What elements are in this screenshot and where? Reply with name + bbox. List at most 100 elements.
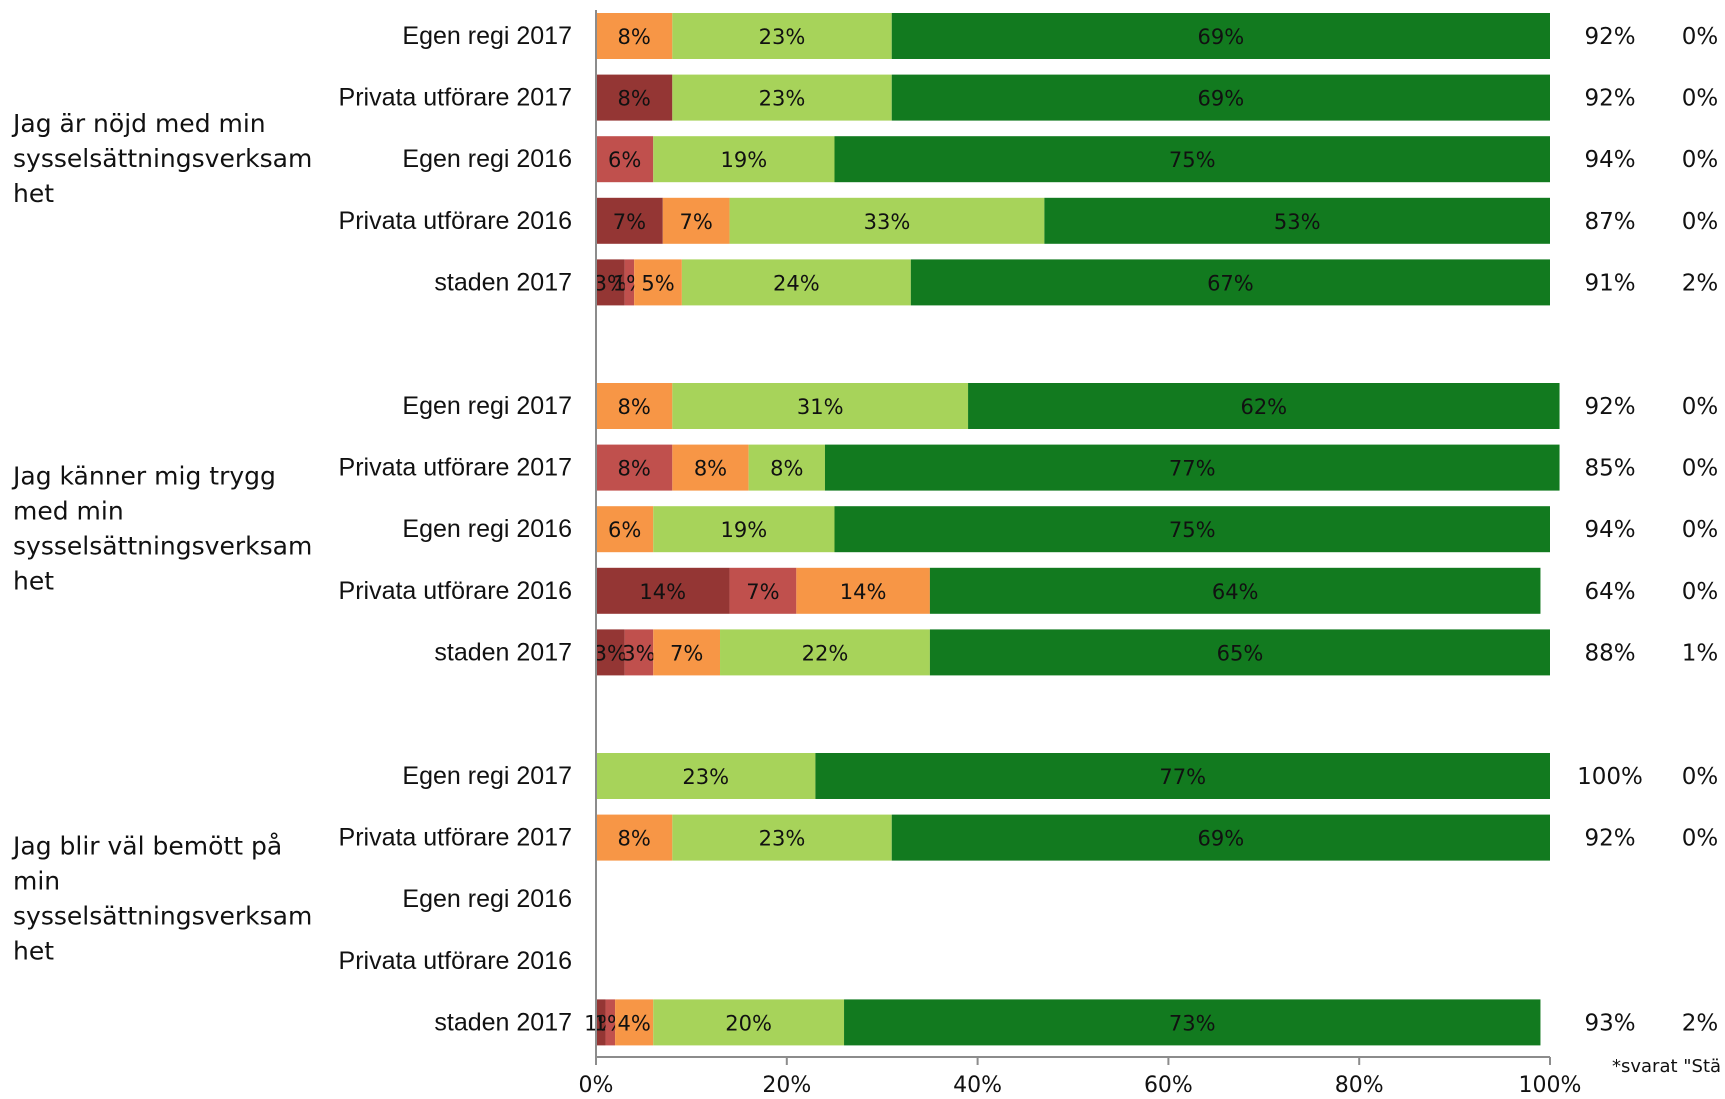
bar-segment: [605, 999, 616, 1046]
positive-share-label: 92%: [1584, 826, 1635, 852]
segment-label: 3%: [622, 641, 655, 665]
segment-label: 7%: [670, 641, 703, 665]
negative-share-label: 0%: [1682, 147, 1719, 173]
segment-label: 14%: [840, 580, 887, 604]
negative-share-label: 0%: [1682, 764, 1719, 790]
bar-segment: [596, 629, 625, 676]
bar-segment: [834, 506, 1550, 553]
segment-label: 8%: [617, 457, 650, 481]
bar-segment: [681, 259, 911, 306]
segment-label: 75%: [1169, 518, 1216, 542]
segment-label: 23%: [759, 827, 806, 851]
question-labels: Jag är nöjd med min sysselsättningsverksa…: [11, 109, 312, 966]
segment-label: 3%: [594, 641, 627, 665]
row-label: staden 2017: [434, 638, 572, 666]
negative-share-label: 0%: [1682, 456, 1719, 482]
bar-segment: [748, 444, 825, 491]
negative-share-label: 2%: [1682, 1010, 1719, 1036]
bar-segment: [662, 197, 730, 244]
negative-share-label: 0%: [1682, 86, 1719, 112]
segment-label: 8%: [617, 87, 650, 111]
positive-share-label: 64%: [1584, 579, 1635, 605]
segment-label: 22%: [802, 641, 849, 665]
x-axis: 0% 20% 40% 60% 80% 100%: [579, 10, 1582, 1098]
question-label: Jag är nöjd med min sysselsättningsverksa…: [11, 109, 312, 208]
segment-label: 33%: [864, 210, 911, 234]
segment-label: 5%: [641, 271, 674, 295]
question-label-line: med min: [13, 497, 124, 526]
question-label: Jag blir väl bemött på min sysselsättnings…: [11, 832, 312, 966]
positive-share-label: 92%: [1584, 86, 1635, 112]
segment-label: 65%: [1217, 641, 1264, 665]
bar-segment: [596, 567, 730, 614]
bar-segment: [672, 383, 969, 429]
bar-segment: [634, 259, 682, 306]
bar-segment: [653, 506, 835, 553]
bar-segment: [653, 999, 845, 1046]
bar-segment: [720, 629, 930, 676]
question-label: Jag känner mig trygg med min sysselsättnin…: [11, 462, 312, 596]
bar-segment: [672, 13, 892, 59]
segment-label: 23%: [682, 765, 729, 789]
bar-segment: [729, 197, 1045, 244]
positive-share-column: 92% 92% 94% 87% 91% 92% 85% 94% 64% 88% 100% 92% 93%: [1577, 24, 1643, 1036]
negative-share-label: 1%: [1682, 640, 1719, 666]
bar-segment: [824, 444, 1560, 491]
x-tick-label: 60%: [1144, 1073, 1193, 1098]
segment-label: 64%: [1212, 580, 1259, 604]
segment-label: 6%: [608, 148, 641, 172]
bar-segment: [672, 814, 892, 861]
row-label: Privata utförare 2017: [339, 824, 572, 852]
segment-label: 3%: [594, 271, 627, 295]
bar-segment: [796, 567, 930, 614]
segment-label: 6%: [608, 518, 641, 542]
negative-share-label: 0%: [1682, 394, 1719, 420]
segment-label: 7%: [746, 580, 779, 604]
bar-segment: [929, 567, 1541, 614]
negative-share-label: 0%: [1682, 579, 1719, 605]
negative-share-label: 0%: [1682, 826, 1719, 852]
bar-segment: [624, 259, 635, 306]
row-label: Privata utförare 2016: [339, 947, 572, 975]
question-label-line: het: [13, 179, 54, 208]
positive-share-label: 85%: [1584, 456, 1635, 482]
segment-label: 20%: [725, 1011, 772, 1035]
positive-share-label: 94%: [1584, 147, 1635, 173]
segment-label: 77%: [1159, 765, 1206, 789]
bar-segment: [615, 999, 654, 1046]
segment-label: 53%: [1274, 210, 1321, 234]
segment-label: 69%: [1198, 25, 1245, 49]
positive-share-label: 91%: [1584, 270, 1635, 296]
segment-label: 23%: [759, 87, 806, 111]
question-label-line: min: [13, 867, 60, 896]
row-label: staden 2017: [434, 268, 572, 296]
row-label: Egen regi 2016: [402, 515, 572, 543]
segment-label: 24%: [773, 271, 820, 295]
bars: 8% 23% 69%8% 23% 69%6% 19% 75%7% 7% 33% 53%3%1%5%…: [584, 13, 1560, 1046]
x-tick-label: 80%: [1335, 1073, 1384, 1098]
row-label: Egen regi 2016: [402, 145, 572, 173]
row-label: Egen regi 2017: [402, 392, 572, 420]
row-label: Privata utförare 2016: [339, 207, 572, 235]
bar-segment: [672, 74, 892, 121]
segment-label: 77%: [1169, 457, 1216, 481]
positive-share-label: 100%: [1577, 764, 1643, 790]
bar-segment: [910, 259, 1550, 306]
question-label-line: sysselsättningsverksam: [13, 902, 312, 931]
segment-label: 69%: [1198, 827, 1245, 851]
bar-segment: [1044, 197, 1550, 244]
x-tick-label: 20%: [762, 1073, 811, 1098]
bar-segment: [653, 136, 835, 183]
negative-share-label: 0%: [1682, 517, 1719, 543]
segment-label: 69%: [1198, 87, 1245, 111]
segment-label: 7%: [680, 210, 713, 234]
bar-segment: [729, 567, 797, 614]
row-label: Egen regi 2017: [402, 22, 572, 50]
segment-label: 4%: [617, 1011, 650, 1035]
bar-segment: [929, 629, 1550, 676]
segment-label: 8%: [617, 25, 650, 49]
segment-label: 7%: [613, 210, 646, 234]
bar-segment: [596, 444, 673, 491]
x-tick-label: 100%: [1519, 1073, 1582, 1098]
positive-share-label: 92%: [1584, 24, 1635, 50]
